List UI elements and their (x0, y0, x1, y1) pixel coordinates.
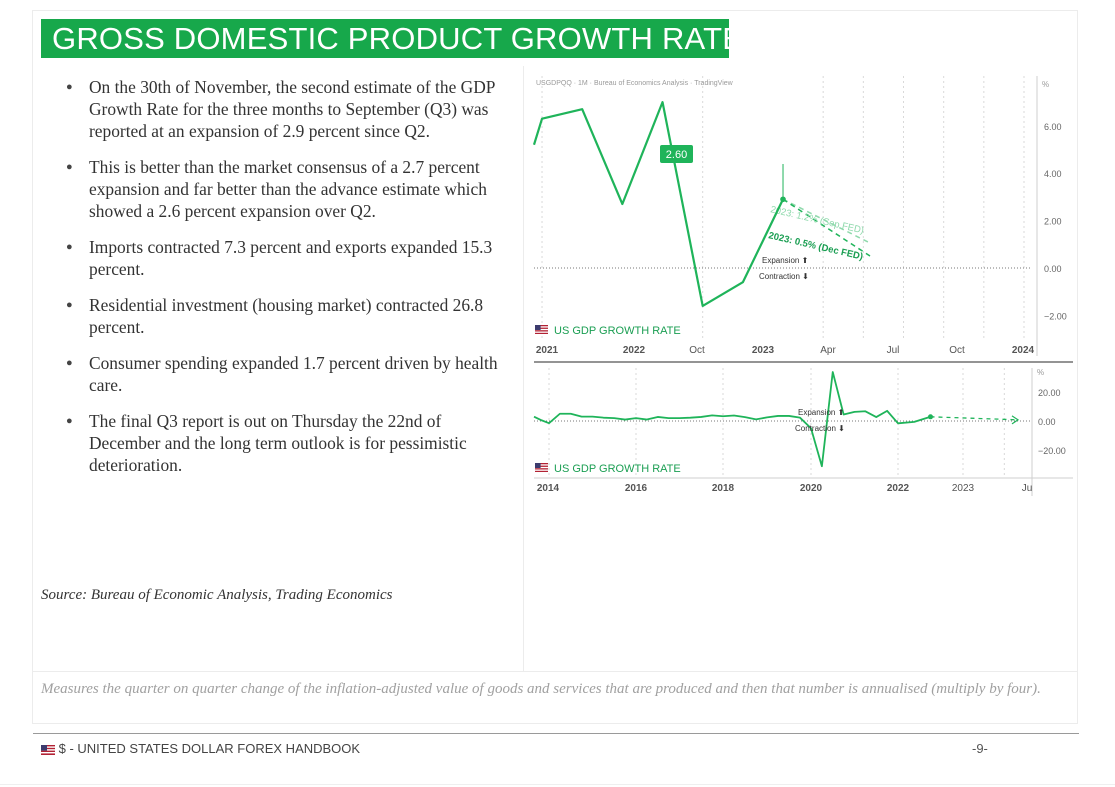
footer-divider (33, 733, 1079, 734)
bullet-item: On the 30th of November, the second esti… (64, 76, 516, 142)
bullet-item: Residential investment (housing market) … (64, 294, 516, 338)
note-divider (33, 671, 1077, 672)
bullet-list: On the 30th of November, the second esti… (64, 76, 516, 490)
bullet-item: Consumer spending expanded 1.7 percent d… (64, 352, 516, 396)
bottom-rule (0, 784, 1115, 785)
page-frame (32, 10, 1078, 724)
footer-text: $ - UNITED STATES DOLLAR FOREX HANDBOOK (58, 741, 361, 756)
us-flag-icon (41, 743, 55, 758)
bullet-item: Imports contracted 7.3 percent and expor… (64, 236, 516, 280)
bullet-item: The final Q3 report is out on Thursday t… (64, 410, 516, 476)
bullet-item: This is better than the market consensus… (64, 156, 516, 222)
page-title: GROSS DOMESTIC PRODUCT GROWTH RATE (41, 19, 743, 58)
source-citation: Source: Bureau of Economic Analysis, Tra… (41, 587, 393, 603)
footer: $ - UNITED STATES DOLLAR FOREX HANDBOOK (41, 741, 360, 758)
column-divider (523, 66, 524, 671)
definition-note: Measures the quarter on quarter change o… (41, 681, 1041, 697)
page-number: -9- (972, 741, 988, 756)
